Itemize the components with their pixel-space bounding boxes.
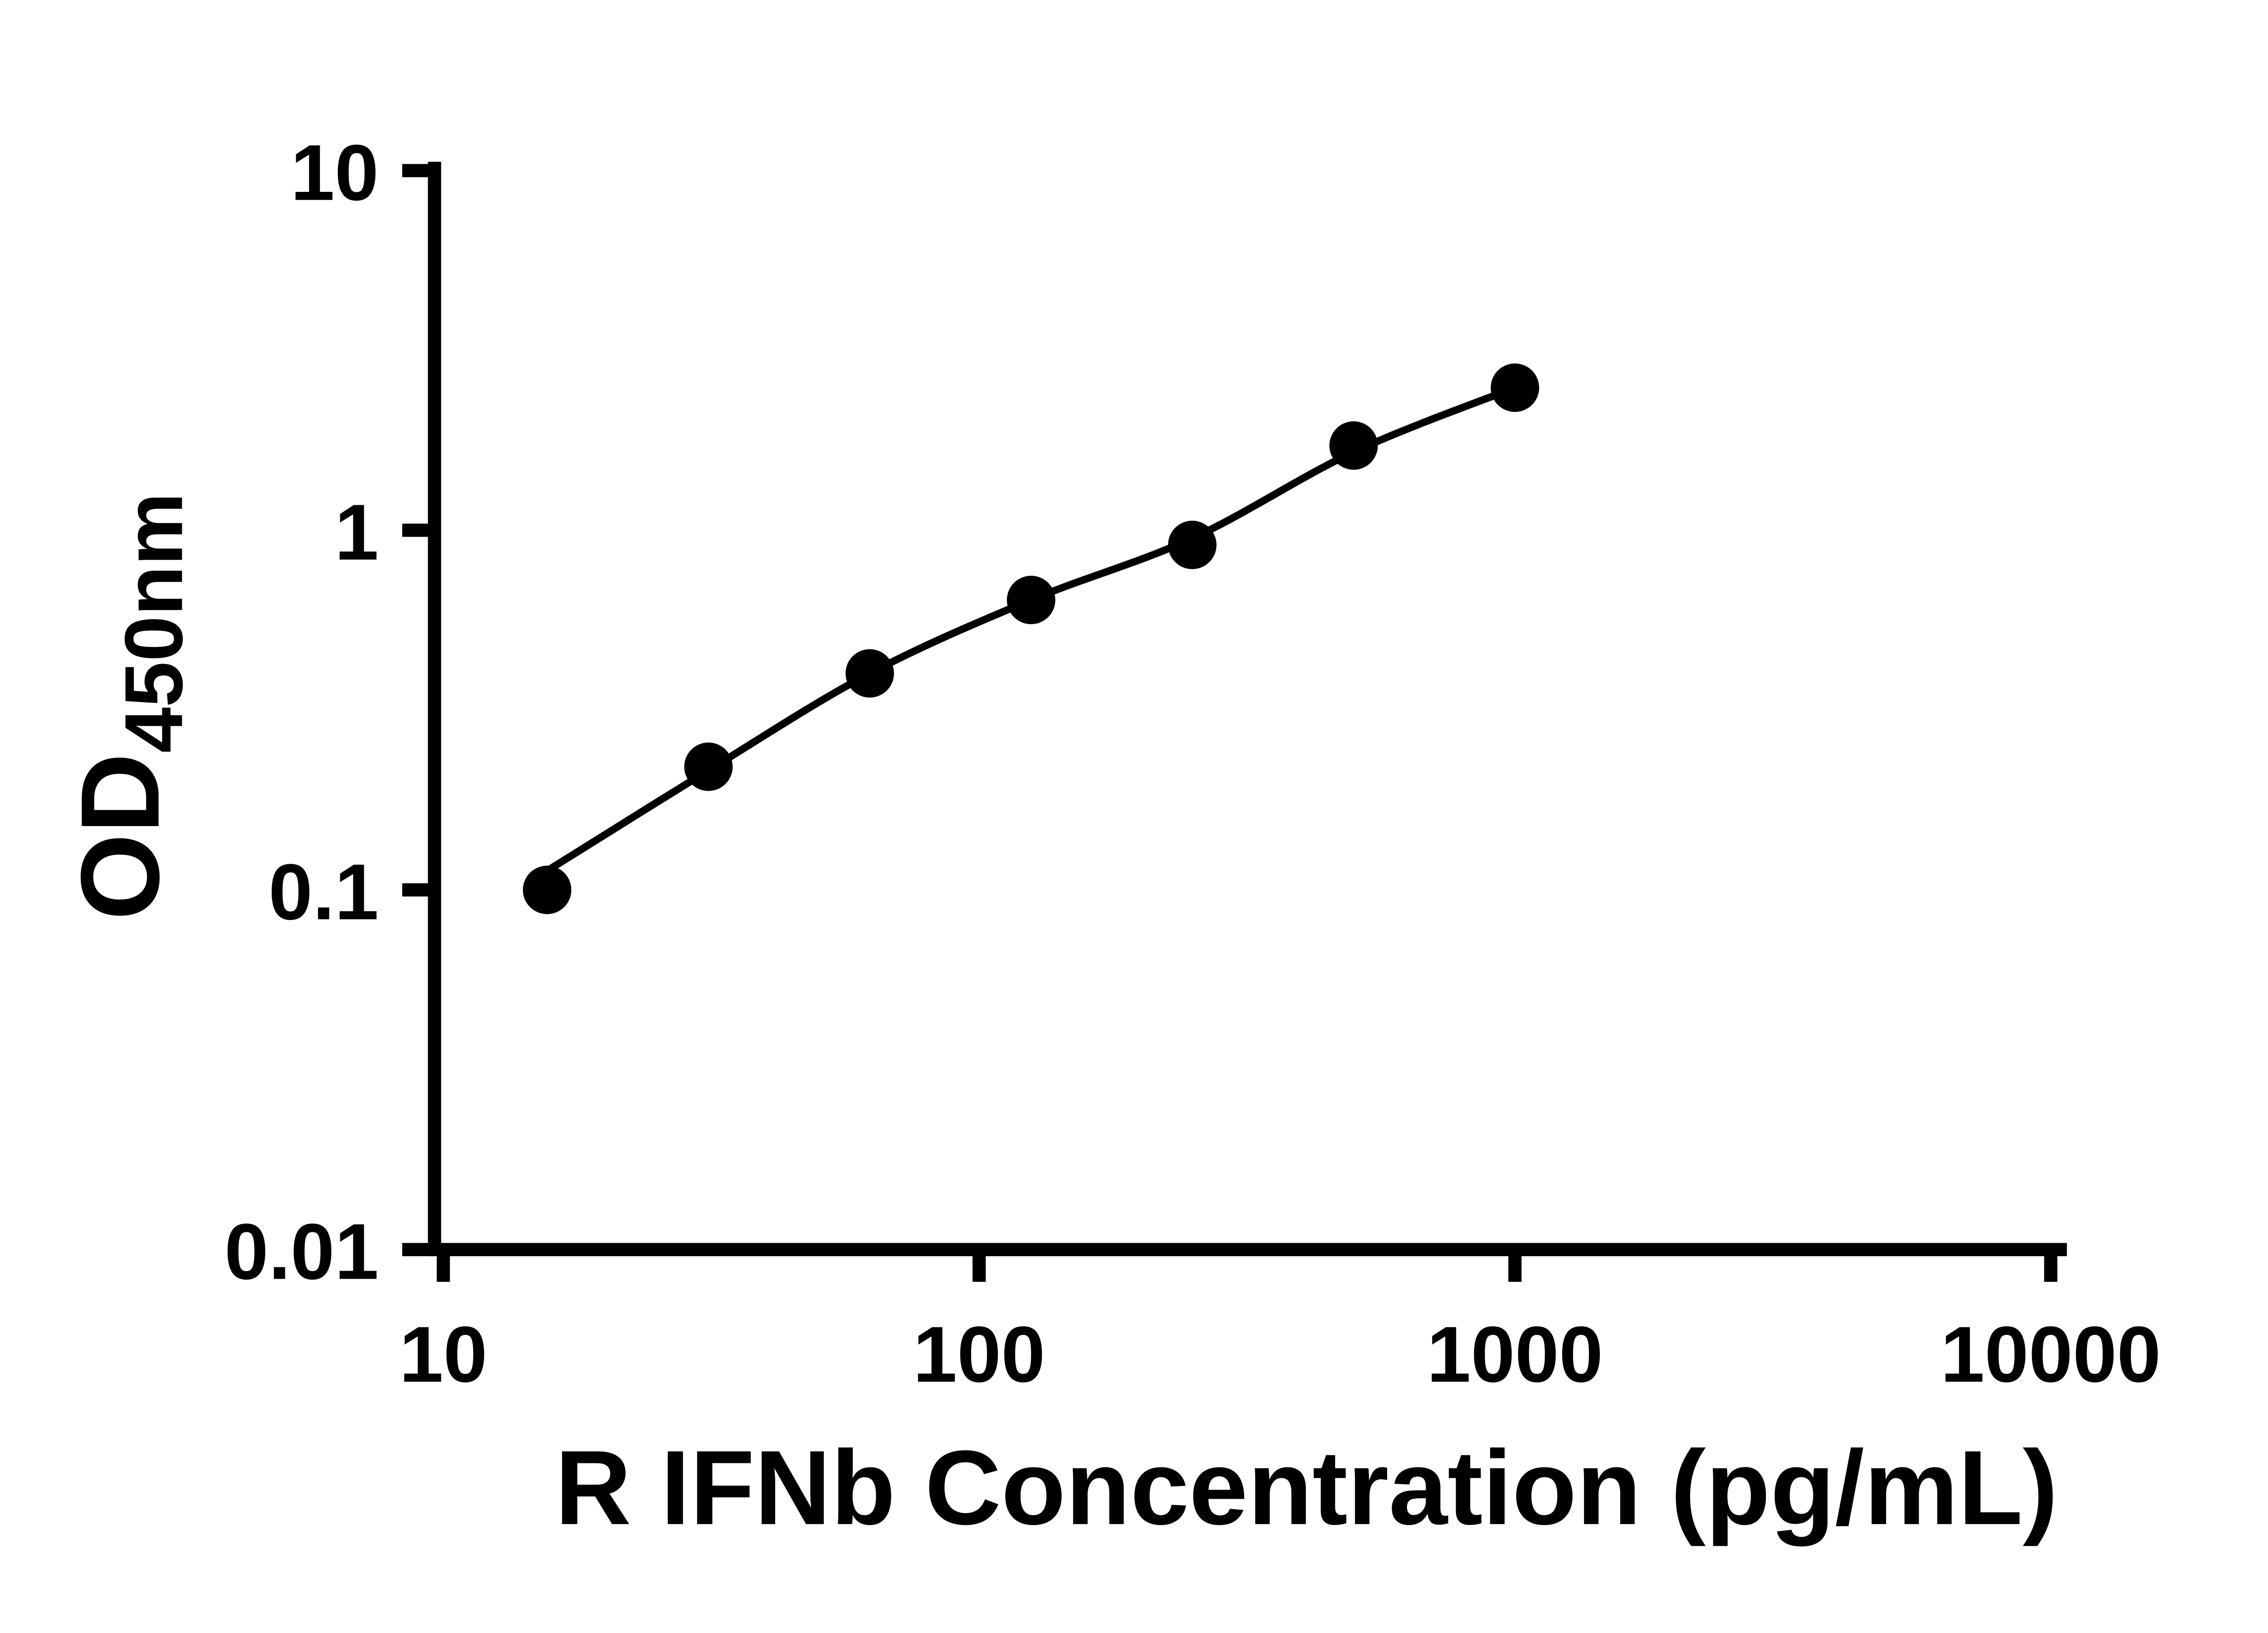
x-tick-label: 10000 <box>1941 1310 2161 1399</box>
x-tick-label: 1000 <box>1427 1310 1603 1399</box>
data-point-marker <box>684 742 733 791</box>
data-point-marker <box>1329 421 1378 470</box>
y-tick-label: 0.1 <box>269 848 379 937</box>
data-point-marker <box>846 649 894 698</box>
x-axis-title: R IFNb Concentration (pg/mL) <box>555 1429 2058 1547</box>
y-axis-title-subscript: 450nm <box>108 493 200 753</box>
x-tick-label: 10 <box>399 1310 487 1399</box>
data-points <box>523 363 1540 914</box>
data-point-marker <box>523 865 572 914</box>
y-axis-title-main: OD <box>58 753 183 920</box>
y-tick-label: 1 <box>335 489 379 577</box>
y-tick-label: 0.01 <box>225 1208 379 1296</box>
y-axis-title: OD450nm <box>58 493 200 920</box>
axis-lines <box>428 161 2067 1257</box>
x-axis-ticks <box>436 1249 2058 1282</box>
data-point-marker <box>1007 576 1056 625</box>
x-tick-label: 100 <box>913 1310 1046 1399</box>
y-axis-ticks <box>402 164 435 1257</box>
data-point-marker <box>1168 520 1217 569</box>
x-axis-tick-labels: 10 100 1000 10000 <box>399 1310 2161 1399</box>
y-tick-label: 10 <box>291 129 379 217</box>
data-point-marker <box>1491 363 1540 412</box>
y-axis-tick-labels: 10 1 0.1 0.01 <box>225 129 379 1296</box>
